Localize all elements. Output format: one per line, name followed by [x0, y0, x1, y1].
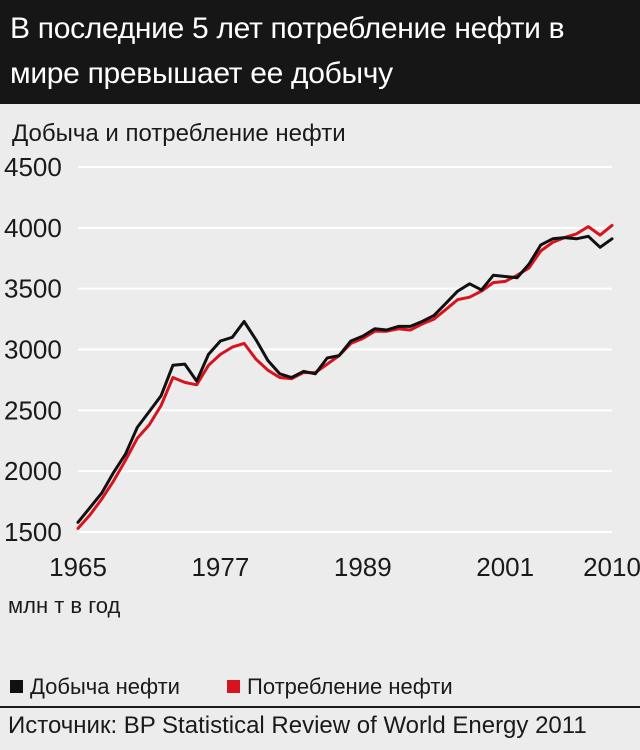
y-tick-label: 2000 [4, 456, 62, 486]
legend-label-production: Добыча нефти [30, 674, 180, 699]
chart-subtitle: Добыча и потребление нефти [12, 120, 346, 147]
y-tick-label: 2500 [4, 395, 62, 425]
legend-swatch-consumption [227, 680, 240, 693]
y-axis-unit-label: млн т в год [8, 593, 121, 618]
x-tick-label: 2001 [476, 552, 534, 582]
x-axis-ticks: 1965 1977 1989 2001 2010 [49, 552, 640, 582]
legend-label-consumption: Потребление нефти [247, 674, 453, 699]
y-tick-label: 3500 [4, 274, 62, 304]
source-note: Источник: BP Statistical Review of World… [8, 712, 587, 739]
source-divider [0, 706, 640, 708]
series-line-consumption [76, 223, 614, 530]
legend-swatch-production [10, 680, 23, 693]
chart-title: В последние 5 лет потребление нефти в ми… [10, 12, 565, 90]
series-lines [76, 223, 614, 530]
x-tick-label: 1989 [334, 552, 392, 582]
x-tick-label: 1965 [49, 552, 107, 582]
y-tick-label: 3000 [4, 335, 62, 365]
header-bar: В последние 5 лет потребление нефти в ми… [0, 0, 640, 104]
x-tick-label: 1977 [191, 552, 249, 582]
line-chart: 1500 2000 2500 3000 3500 4000 4500 1965 1977 198… [4, 152, 640, 582]
series-line-production [76, 234, 614, 524]
y-tick-label: 4000 [4, 213, 62, 243]
y-tick-label: 1500 [4, 517, 62, 547]
grid-lines [78, 166, 612, 533]
x-tick-label: 2010 [583, 552, 640, 582]
y-axis-ticks: 1500 2000 2500 3000 3500 4000 4500 [4, 152, 62, 547]
y-tick-label: 4500 [4, 152, 62, 182]
